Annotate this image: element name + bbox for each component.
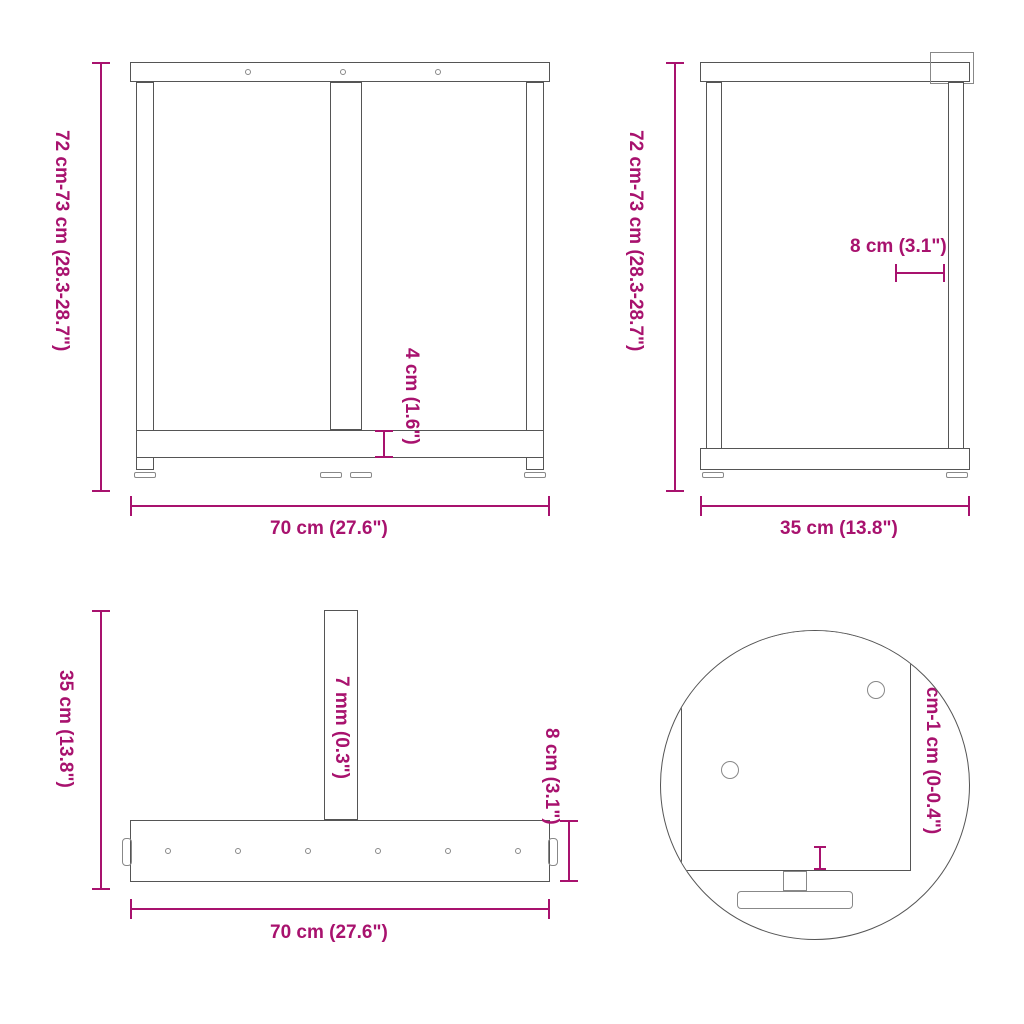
side-inner-label: 8 cm (3.1") [850,236,947,258]
top-depth-label: 35 cm (13.8") [54,670,76,788]
top-bar-bracket [560,820,578,882]
side-width-label: 35 cm (13.8") [780,518,898,540]
foot [320,472,342,478]
top-depth-dimline [100,610,102,890]
foot [946,472,968,478]
screw [165,848,171,854]
detail-adjust-bracket [813,846,827,870]
top-width-tick-r [548,899,550,919]
detail-screw-1 [721,761,739,779]
front-height-dimline [100,62,102,492]
front-width-dimline [130,505,550,507]
side-width-tick-l [700,496,702,516]
detail-leg [681,630,911,871]
screw [375,848,381,854]
front-cross-bar [136,430,544,458]
foot [524,472,546,478]
screw [245,69,251,75]
front-crossbar-bracket [375,430,393,458]
top-endcap-r [548,838,558,866]
top-width-dimline [130,908,550,910]
front-width-tick-l [130,496,132,516]
side-height-dimline [674,62,676,492]
side-bottom-bar [700,448,970,470]
front-center-post [330,82,362,430]
front-width-label: 70 cm (27.6") [270,518,388,540]
detail-foot-pad [737,891,853,909]
foot [134,472,156,478]
foot [350,472,372,478]
detail-adjust-label: 0 cm-1 cm (0-0.4") [921,671,943,834]
front-left-leg [136,82,154,470]
side-height-tick-top [666,62,684,64]
top-stem-label: 7 mm (0.3") [330,676,352,779]
top-view: 35 cm (13.8") 7 mm (0.3") 8 cm (3.1") 70… [40,590,580,990]
front-view: 72 cm-73 cm (28.3-28.7") 4 cm (1.6") 70 … [40,40,580,550]
screw [235,848,241,854]
side-width-dimline [700,505,970,507]
front-height-tick-bot [92,490,110,492]
side-top-cap [930,52,974,84]
foot [702,472,724,478]
detail-view: 0 cm-1 cm (0-0.4") [660,630,970,940]
front-width-tick-r [548,496,550,516]
side-view: 72 cm-73 cm (28.3-28.7") 8 cm (3.1") 35 … [620,40,1000,550]
top-bar-label: 8 cm (3.1") [540,728,562,825]
side-height-tick-bot [666,490,684,492]
screw [340,69,346,75]
side-inner-bracket [895,264,945,282]
side-left-leg [706,82,722,470]
top-depth-tick-b [92,888,110,890]
detail-screw-2 [867,681,885,699]
side-height-label: 72 cm-73 cm (28.3-28.7") [624,130,646,351]
top-width-tick-l [130,899,132,919]
top-endcap-l [122,838,132,866]
front-height-tick-top [92,62,110,64]
screw [515,848,521,854]
screw [435,69,441,75]
front-height-label: 72 cm-73 cm (28.3-28.7") [50,130,72,351]
side-right-leg [948,82,964,470]
screw [305,848,311,854]
front-right-leg [526,82,544,470]
detail-foot-stem [783,871,807,891]
top-depth-tick-t [92,610,110,612]
front-crossbar-label: 4 cm (1.6") [400,348,422,445]
top-width-label: 70 cm (27.6") [270,922,388,944]
top-bar [130,820,550,882]
screw [445,848,451,854]
side-width-tick-r [968,496,970,516]
